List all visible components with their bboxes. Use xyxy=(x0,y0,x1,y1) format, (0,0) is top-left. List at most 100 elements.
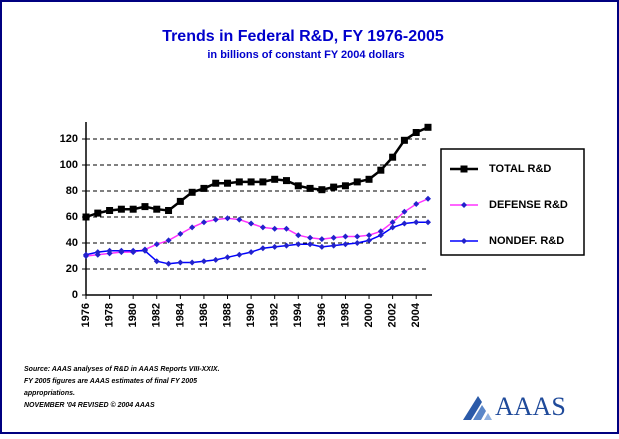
legend-label: TOTAL R&D xyxy=(489,163,551,175)
point xyxy=(177,230,184,237)
note: Source: AAAS analyses of R&D in AAAS Rep… xyxy=(24,366,220,373)
point xyxy=(94,209,102,217)
point xyxy=(153,241,160,248)
point xyxy=(165,207,173,214)
x-tick-label: 1980 xyxy=(127,303,139,327)
x-tick-label: 1986 xyxy=(198,303,210,327)
point xyxy=(94,249,101,256)
point xyxy=(294,182,302,190)
point xyxy=(177,259,184,266)
note: FY 2005 figures are AAAS estimates of fi… xyxy=(24,378,197,385)
point xyxy=(130,247,137,254)
point xyxy=(224,215,231,222)
point xyxy=(389,153,397,161)
x-tick-label: 1996 xyxy=(316,303,328,327)
point xyxy=(413,201,420,207)
legend-marker xyxy=(461,202,467,208)
x-tick-label: 2004 xyxy=(410,302,422,327)
point xyxy=(235,178,243,186)
point xyxy=(401,208,408,215)
point xyxy=(271,225,278,232)
point xyxy=(259,245,266,252)
note: NOVEMBER '04 REVISED © 2004 AAAS xyxy=(24,401,155,409)
series xyxy=(83,219,431,267)
point xyxy=(117,205,125,213)
point xyxy=(153,258,160,265)
point xyxy=(282,177,290,185)
point xyxy=(118,247,125,254)
x-tick-label: 1988 xyxy=(221,303,233,327)
point xyxy=(189,259,196,266)
point xyxy=(401,220,408,227)
point xyxy=(248,249,255,256)
y-tick-label: 80 xyxy=(66,185,78,197)
legend-label: NONDEF. R&D xyxy=(489,235,564,247)
x-tick-label: 1982 xyxy=(151,303,163,327)
point xyxy=(271,175,279,183)
point xyxy=(342,241,349,248)
point xyxy=(377,166,385,174)
point xyxy=(341,182,349,190)
point xyxy=(366,232,373,239)
point xyxy=(224,179,232,187)
point xyxy=(425,195,431,202)
legend-marker xyxy=(461,238,467,244)
point xyxy=(400,136,408,144)
x-tick-label: 1976 xyxy=(80,303,92,327)
x-tick-label: 1978 xyxy=(103,303,115,327)
point xyxy=(318,243,325,250)
point xyxy=(354,240,361,246)
point xyxy=(106,207,114,214)
logo: AAAS xyxy=(463,392,566,421)
x-tick-label: 1992 xyxy=(269,303,281,327)
y-tick-label: 20 xyxy=(66,263,78,275)
point xyxy=(389,224,396,231)
point xyxy=(330,234,337,241)
point xyxy=(189,224,196,231)
point xyxy=(377,232,384,239)
point xyxy=(200,184,208,192)
y-tick-label: 60 xyxy=(66,211,78,223)
point xyxy=(259,178,267,186)
point xyxy=(307,234,314,241)
point xyxy=(354,233,361,240)
point xyxy=(307,241,314,248)
point xyxy=(212,256,219,263)
x-tick-label: 1990 xyxy=(245,303,257,327)
legend-marker xyxy=(460,165,468,173)
notes: Source: AAAS analyses of R&D in AAAS Rep… xyxy=(24,366,220,409)
point xyxy=(412,129,420,136)
point xyxy=(106,247,113,254)
point xyxy=(236,216,243,223)
point xyxy=(224,254,231,261)
point xyxy=(165,260,172,267)
note: appropriations. xyxy=(24,390,75,397)
point xyxy=(129,205,137,213)
point xyxy=(295,232,302,239)
point xyxy=(330,242,337,249)
y-tick-label: 0 xyxy=(72,289,78,301)
point xyxy=(377,228,384,235)
point xyxy=(153,205,161,213)
point xyxy=(259,224,266,231)
chart-title: Trends in Federal R&D, FY 1976-2005 xyxy=(162,28,444,45)
point xyxy=(365,175,373,183)
point xyxy=(200,219,207,226)
point xyxy=(283,242,290,249)
point xyxy=(188,188,196,196)
point xyxy=(247,178,255,186)
y-tick-label: 40 xyxy=(66,237,78,249)
point xyxy=(353,178,361,186)
point xyxy=(295,241,302,248)
point xyxy=(283,225,290,232)
x-tick-label: 2000 xyxy=(363,303,375,327)
point xyxy=(366,237,373,244)
x-tick-label: 1984 xyxy=(174,302,186,327)
y-tick-label: 120 xyxy=(60,133,78,145)
x-tick-label: 1998 xyxy=(339,303,351,327)
point xyxy=(82,213,90,221)
chart-subtitle: in billions of constant FY 2004 dollars xyxy=(207,49,404,61)
point xyxy=(318,186,326,194)
point xyxy=(236,251,243,258)
